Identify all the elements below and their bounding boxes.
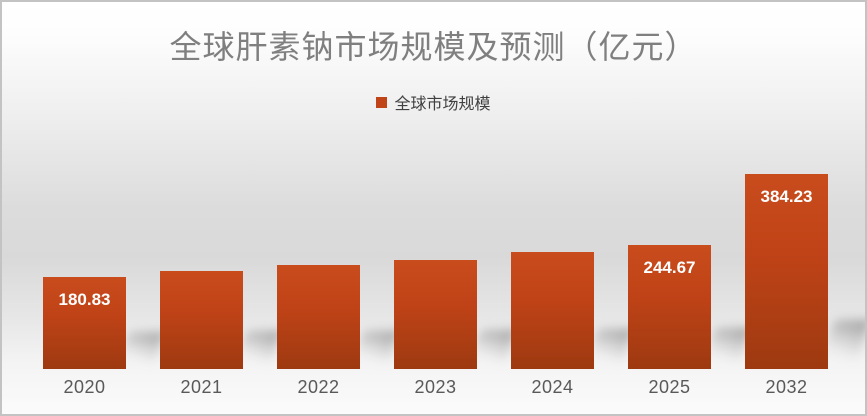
bar-2022 <box>277 265 360 369</box>
bar-2021 <box>160 271 243 369</box>
legend-label: 全球市场规模 <box>394 96 491 113</box>
x-axis-label: 2025 <box>648 377 691 397</box>
x-axis-label: 2024 <box>531 377 574 397</box>
legend-marker-icon <box>376 96 388 108</box>
bar-2024 <box>511 252 594 369</box>
bar-2032: 384.23 <box>745 174 828 369</box>
x-axis-label: 2020 <box>63 377 106 397</box>
bar-value-label: 384.23 <box>760 187 813 206</box>
x-axis-label: 2022 <box>297 377 340 397</box>
bar-value-label: 180.83 <box>58 290 111 309</box>
x-axis-label: 2032 <box>765 377 808 397</box>
bar-2023 <box>394 260 477 369</box>
bar-value-label: 244.67 <box>643 258 696 277</box>
chart-title: 全球肝素钠市场规模及预测（亿元） <box>169 29 698 65</box>
x-axis-label: 2023 <box>414 377 457 397</box>
x-axis-label: 2021 <box>180 377 223 397</box>
bar-2020: 180.83 <box>43 277 126 369</box>
legend: 全球市场规模 <box>2 90 865 114</box>
bar-2025: 244.67 <box>628 245 711 369</box>
